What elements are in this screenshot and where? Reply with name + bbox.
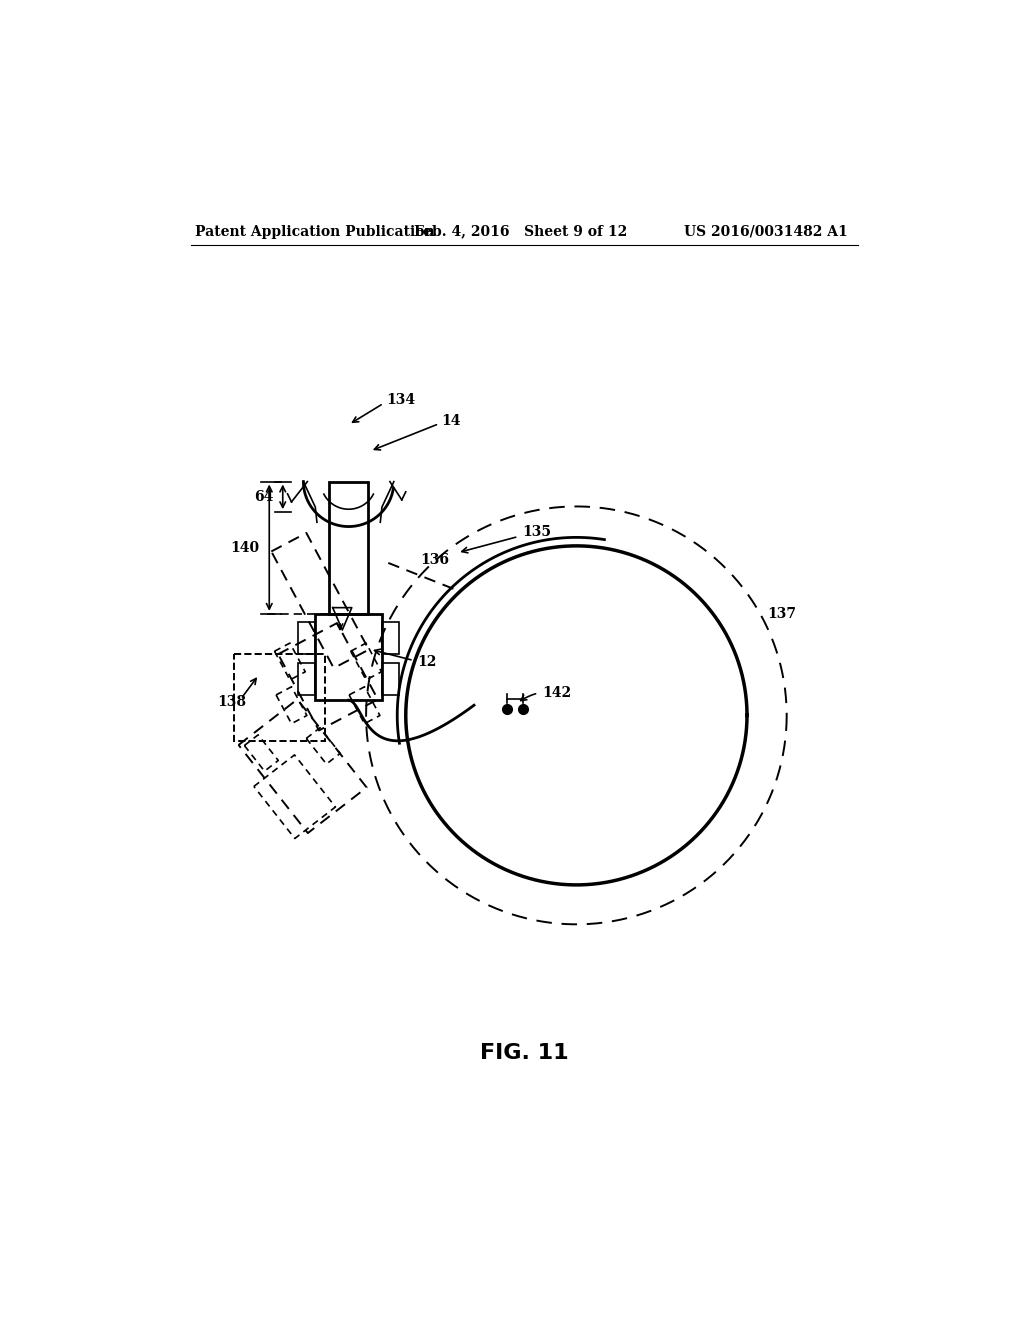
Text: 64: 64: [254, 490, 273, 504]
Bar: [382, 663, 399, 696]
Bar: [298, 622, 315, 655]
Bar: [329, 482, 369, 614]
Text: Patent Application Publication: Patent Application Publication: [196, 224, 435, 239]
Bar: [382, 622, 399, 655]
Text: FIG. 11: FIG. 11: [480, 1043, 569, 1063]
Bar: [315, 614, 382, 700]
Text: 135: 135: [522, 525, 551, 540]
Text: 142: 142: [543, 686, 571, 700]
Text: 12: 12: [418, 655, 437, 668]
Text: Feb. 4, 2016   Sheet 9 of 12: Feb. 4, 2016 Sheet 9 of 12: [414, 224, 627, 239]
Bar: [233, 655, 325, 741]
Text: 134: 134: [386, 393, 415, 408]
Text: 14: 14: [441, 413, 461, 428]
Bar: [298, 663, 315, 696]
Text: 138: 138: [217, 696, 246, 709]
Text: 137: 137: [767, 607, 796, 620]
Text: 140: 140: [230, 541, 260, 554]
Text: 136: 136: [420, 553, 450, 566]
Text: US 2016/0031482 A1: US 2016/0031482 A1: [684, 224, 847, 239]
